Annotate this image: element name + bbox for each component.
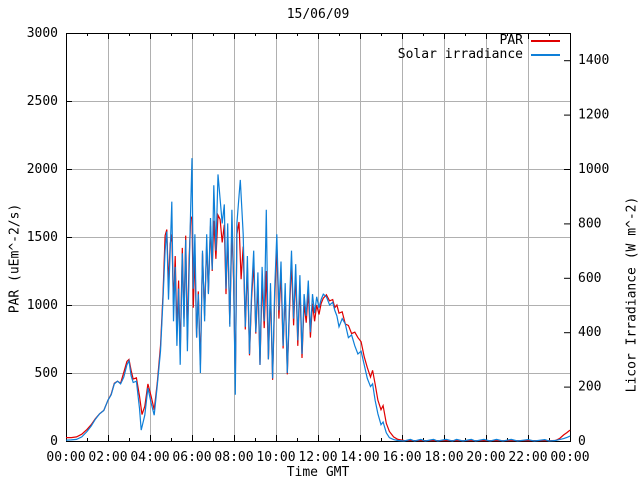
x-axis-label: Time GMT [286,465,350,480]
x-tick-label: 14:00 [340,450,379,465]
legend-label-solar-irradiance: Solar irradiance [397,47,523,62]
x-tick-labels: 00:00 02:00 04:00 06:00 08:00 10:00 12:00 14:00… [46,450,589,465]
x-tick-label: 20:00 [466,450,505,465]
x-tick-label: 22:00 [508,450,547,465]
x-tick-label: 04:00 [130,450,169,465]
y-right-tick-label: 0 [578,434,586,449]
y-axis-right-label: Licor Irradiance (W m^-2) [624,196,640,393]
y-left-tick-label: 0 [50,434,58,449]
y-right-tick-label: 1200 [578,108,609,123]
y-right-tick-label: 400 [578,325,601,340]
legend: PAR Solar irradiance [330,33,560,62]
x-tick-label: 10:00 [256,450,295,465]
y-right-tick-label: 1000 [578,162,609,177]
x-tick-label: 12:00 [298,450,337,465]
y-left-tick-labels: 0 500 1000 1500 2000 2500 3000 [27,26,58,449]
legend-label-par: PAR [499,33,523,48]
solar-irradiance-line [65,158,571,442]
y-right-tick-label: 1400 [578,53,609,68]
x-tick-label: 02:00 [88,450,127,465]
y-left-tick-label: 1000 [27,298,58,313]
y-left-tick-label: 3000 [27,26,58,41]
legend-item-solar-irradiance: Solar irradiance [330,47,560,62]
x-tick-label: 00:00 [550,450,589,465]
y-right-tick-label: 800 [578,216,601,231]
y-left-tick-label: 2500 [27,94,58,109]
legend-item-par: PAR [330,33,560,48]
y-left-tick-label: 500 [35,366,58,381]
x-tick-label: 00:00 [46,450,85,465]
y-axis-left-label: PAR (uEm^-2/s) [7,203,23,314]
x-tick-label: 18:00 [424,450,463,465]
x-tick-label: 06:00 [172,450,211,465]
chart-title: 15/06/09 [286,7,350,22]
y-right-tick-label: 600 [578,271,601,286]
legend-line-sample-solar-irradiance [531,53,560,56]
y-left-tick-label: 2000 [27,162,58,177]
x-tick-label: 16:00 [382,450,421,465]
gridlines [66,33,570,441]
y-right-tick-label: 200 [578,380,601,395]
y-left-tick-label: 1500 [27,230,58,245]
x-tick-label: 08:00 [214,450,253,465]
y-right-tick-labels: 0 200 400 600 800 1000 1200 1400 [578,53,609,449]
legend-line-sample-par [531,39,560,42]
